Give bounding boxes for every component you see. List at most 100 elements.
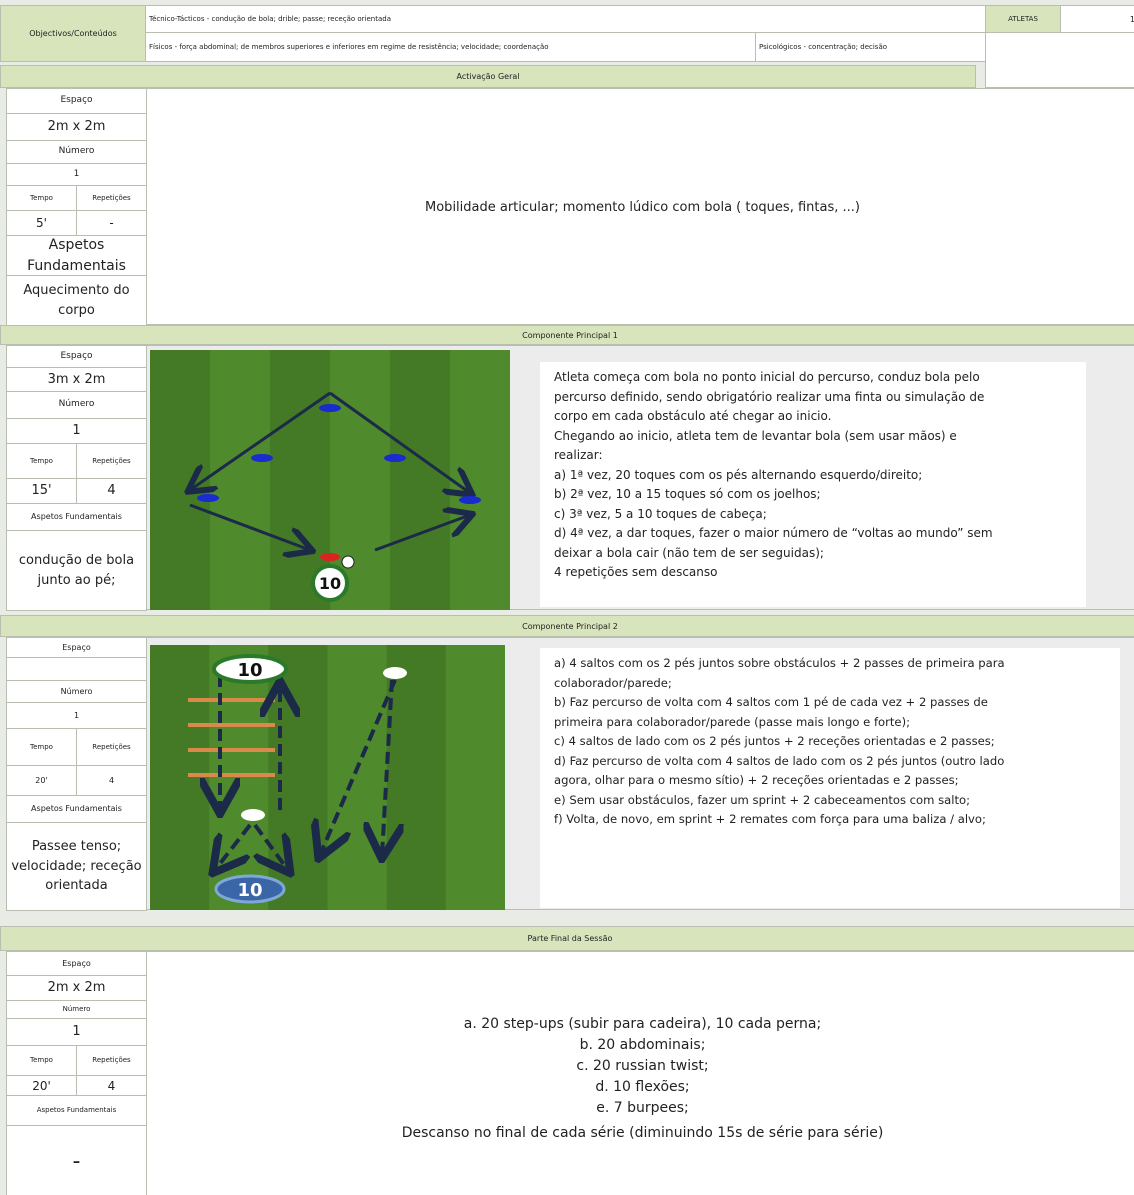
detail-cell: Número (6, 680, 147, 703)
detail-cell: Número (6, 391, 147, 419)
grass-stripe (327, 645, 388, 910)
description-line: a. 20 step-ups (subir para cadeira), 10 … (463, 1016, 822, 1032)
cone (251, 454, 273, 462)
detail-cell: 1 (6, 418, 147, 444)
section-header: Activação Geral (0, 65, 976, 88)
technical-objectives: Técnico-Tácticos - condução de bola; dri… (145, 5, 986, 33)
athletes-label: ATLETAS (985, 5, 1061, 33)
detail-cell: Repetições (76, 443, 147, 479)
detail-cell: 4 (76, 765, 147, 796)
detail-cell: condução de bola junto ao pé; (6, 530, 147, 611)
detail-cell: 1 (6, 702, 147, 729)
badge-label: 10 (237, 880, 262, 901)
description-line: Chegando ao inicio, atleta tem de levant… (554, 428, 957, 443)
detail-cell: Espaço (6, 88, 147, 114)
description-line: primeira para colaborador/parede (passe … (554, 714, 910, 729)
description-line: e. 7 burpees; (596, 1100, 689, 1116)
detail-cell: Espaço (6, 637, 147, 658)
description-line: a) 1ª vez, 20 toques com os pés alternan… (554, 467, 923, 482)
psychological-objectives: Psicológicos - concentração; decisão (755, 32, 986, 62)
detail-cell: 5' (6, 210, 77, 236)
detail-cell: 3m x 2m (6, 367, 147, 392)
badge (311, 564, 349, 602)
detail-cell: Aspetos Fundamentais (6, 503, 147, 531)
description-line: d) Faz percurso de volta com 4 saltos de… (554, 753, 1005, 768)
badge-label: 10 (237, 660, 262, 681)
dashed-arrow (382, 679, 392, 855)
badge (214, 874, 286, 904)
description-line: b) 2ª vez, 10 a 15 toques só com os joel… (554, 487, 821, 501)
description-line: 4 repetições sem descanso (554, 565, 718, 579)
detail-cell: 1 (6, 163, 147, 186)
detail-cell: Número (6, 140, 147, 164)
description-line: corpo em cada obstáculo até chegar ao in… (554, 409, 832, 423)
cone (383, 667, 407, 679)
detail-cell: 15' (6, 478, 77, 504)
drill-diagram: 10 10 (150, 645, 505, 910)
grass-stripe (386, 645, 447, 910)
ball (341, 555, 355, 569)
description-box (540, 648, 1120, 908)
detail-cell: Tempo (6, 185, 77, 211)
detail-cell: Passee tenso; velocidade; receção orient… (6, 822, 147, 911)
grass-stripe (390, 350, 451, 610)
detail-cell: Repetições (76, 728, 147, 766)
description-line: realizar: (554, 448, 603, 462)
detail-cell: 2m x 2m (6, 975, 147, 1001)
detail-cell: Aspetos Fundamentais (6, 235, 147, 276)
detail-cell: Aspetos Fundamentais (6, 795, 147, 823)
description-line: b) Faz percurso de volta com 4 saltos co… (554, 695, 988, 709)
arrow (374, 515, 470, 552)
description-line: agora, olhar para o mesmo sítio) + 2 rec… (554, 773, 959, 787)
detail-cell: Tempo (6, 728, 77, 766)
detail-cell: Aquecimento do corpo (6, 275, 147, 326)
grass-stripe (445, 645, 505, 910)
description-line: d) 4ª vez, a dar toques, fazer o maior n… (554, 526, 993, 540)
grass-stripe (210, 350, 271, 610)
cone (319, 404, 341, 412)
description-line: deixar a bola cair (não tem de ser segui… (554, 545, 824, 560)
badge (212, 654, 288, 684)
dashed-arrow (255, 823, 288, 870)
detail-cell: Espaço (6, 951, 147, 976)
arrow (190, 391, 331, 490)
start-cone (320, 553, 340, 561)
section-body (145, 88, 1134, 325)
grass-stripe (330, 350, 391, 610)
detail-cell: 20' (6, 765, 77, 796)
description-line: f) Volta, de novo, em sprint + 2 remates… (554, 812, 986, 826)
grass-stripe (268, 645, 329, 910)
arrow (189, 503, 310, 550)
dashed-arrow (320, 679, 397, 855)
athletes-value: 1 (1060, 5, 1134, 33)
badge-label: 10 (319, 574, 341, 593)
cone (459, 496, 481, 504)
arrow (329, 391, 470, 493)
description-line: Descanso no final de cada série (diminui… (401, 1125, 884, 1141)
description-line: c) 3ª vez, 5 a 10 toques de cabeça; (554, 506, 767, 521)
section-header: Parte Final da Sessão (0, 926, 1134, 951)
section-body (145, 951, 1134, 1195)
cone (384, 454, 406, 462)
detail-cell (6, 657, 147, 681)
description-box (540, 362, 1086, 607)
grass-stripe (150, 645, 211, 910)
detail-cell: Espaço (6, 345, 147, 368)
section-header: Componente Principal 2 (0, 615, 1134, 637)
description-line: percurso definido, sendo obrigatório rea… (554, 389, 985, 404)
dashed-arrow (215, 823, 252, 870)
description-line: Mobilidade articular; momento lúdico com… (425, 200, 860, 215)
detail-cell: 2m x 2m (6, 113, 147, 141)
cone (197, 494, 219, 502)
detail-cell: 4 (76, 478, 147, 504)
blank-cell (985, 32, 1134, 88)
description-line: e) Sem usar obstáculos, fazer um sprint … (554, 792, 971, 807)
drill-diagram: 10 (150, 350, 510, 610)
detail-cell: Aspetos Fundamentais (6, 1095, 147, 1126)
grass-stripe (450, 350, 510, 610)
description-line: c. 20 russian twist; (576, 1058, 709, 1074)
cone (241, 809, 265, 821)
description-line: colaborador/parede; (554, 675, 672, 690)
description-line: a) 4 saltos com os 2 pés juntos sobre ob… (554, 656, 1005, 670)
